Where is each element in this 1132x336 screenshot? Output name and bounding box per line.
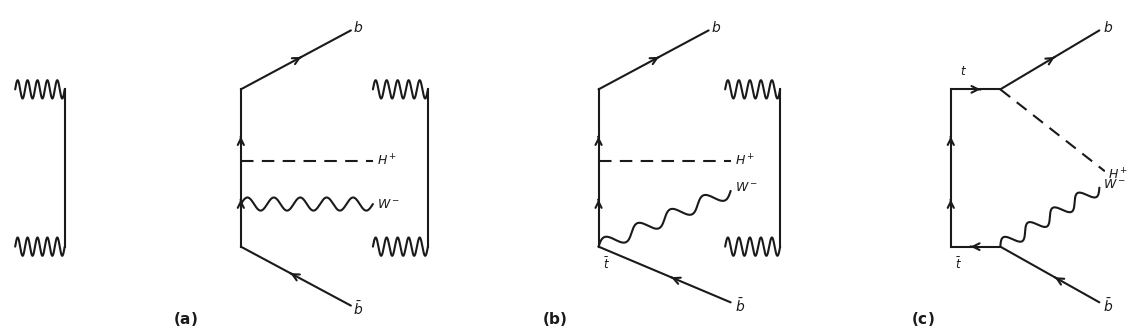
Text: $H^+$: $H^+$	[377, 154, 397, 169]
Text: $\mathbf{(b)}$: $\mathbf{(b)}$	[542, 310, 567, 328]
Text: $H^+$: $H^+$	[735, 154, 755, 169]
Text: $\bar{b}$: $\bar{b}$	[353, 300, 363, 318]
Text: $\bar{t}$: $\bar{t}$	[955, 257, 962, 272]
Text: $b$: $b$	[1103, 19, 1113, 35]
Text: $b$: $b$	[353, 19, 363, 35]
Text: $b$: $b$	[711, 19, 721, 35]
Text: $t$: $t$	[960, 65, 967, 78]
Text: $H^+$: $H^+$	[1108, 167, 1129, 182]
Text: $W^-$: $W^-$	[735, 181, 758, 194]
Text: $\mathbf{(a)}$: $\mathbf{(a)}$	[173, 310, 198, 328]
Text: $\bar{b}$: $\bar{b}$	[1103, 297, 1113, 314]
Text: $\bar{t}$: $\bar{t}$	[603, 257, 610, 272]
Text: $W^-$: $W^-$	[1103, 178, 1126, 191]
Text: $\mathbf{(c)}$: $\mathbf{(c)}$	[911, 310, 935, 328]
Text: $W^-$: $W^-$	[377, 198, 401, 211]
Text: $\bar{b}$: $\bar{b}$	[735, 297, 745, 314]
